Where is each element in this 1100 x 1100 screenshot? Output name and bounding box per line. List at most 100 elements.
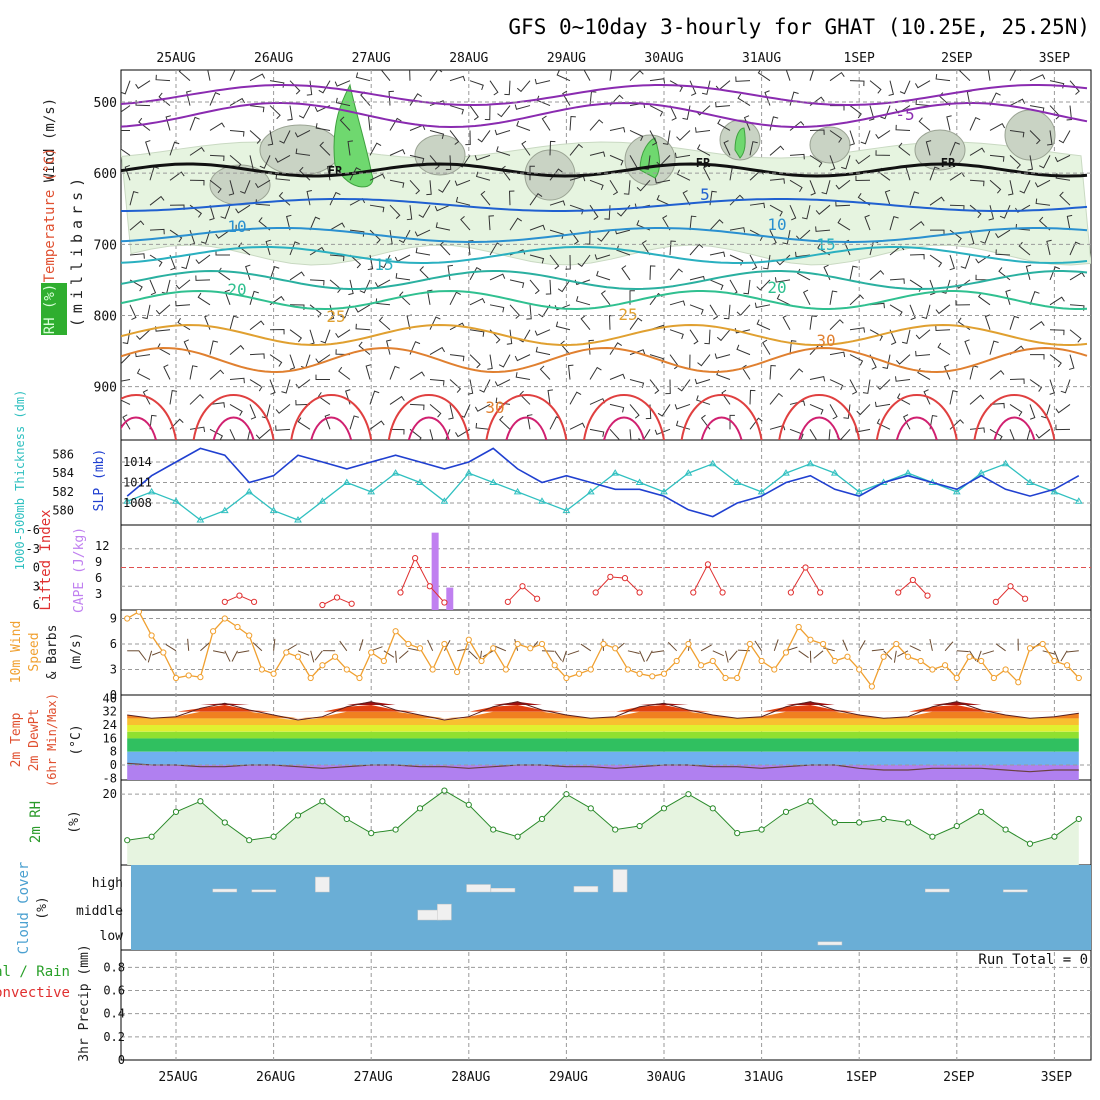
wind-barb [229, 315, 239, 330]
wind-barb [414, 229, 431, 237]
temp2m-ylabel-1: 2m Temp [9, 712, 24, 767]
wind10m-line-point [331, 653, 339, 660]
rh2m-line-point [148, 833, 155, 840]
wind10m-line-point [953, 674, 960, 682]
wind-barb [823, 264, 831, 281]
wind-barb [937, 342, 951, 356]
wind-barb [129, 253, 145, 259]
wind-barb [902, 414, 911, 430]
wind-barb [729, 279, 738, 295]
wind-barb [821, 180, 831, 195]
wind-barb [295, 148, 311, 156]
wind-barb [329, 279, 342, 293]
wind-barb [142, 304, 151, 320]
wind-barb [723, 140, 731, 156]
wind-barb [901, 329, 911, 344]
wind-barb [849, 327, 866, 333]
wind-barb [207, 70, 211, 81]
wind-barb [294, 130, 311, 138]
rh2m-ylabel: 2m RH [28, 801, 44, 843]
lifted-index-line [692, 563, 724, 593]
wind-barb [281, 379, 291, 394]
wind10m-barb [212, 650, 225, 654]
wind-barb [1054, 154, 1071, 163]
wind-barb [279, 130, 291, 144]
wind-barb [909, 191, 920, 206]
wind-barb [369, 229, 381, 244]
wind-barb [489, 80, 499, 96]
contour-5 [121, 198, 1088, 212]
wind10m-line-point [490, 645, 497, 652]
wind-barb [754, 302, 771, 309]
wind10m-barb [427, 639, 434, 652]
wind-barb [689, 329, 699, 345]
wind-barb [849, 80, 865, 87]
wind-barb [709, 219, 724, 231]
wind-barb [914, 80, 931, 89]
wind-barb [709, 190, 717, 206]
wind-barb [869, 80, 882, 94]
wind-barb [509, 217, 523, 231]
lifted-index-line-point [992, 598, 999, 605]
wind-barb [249, 353, 265, 359]
wind-barb [1049, 354, 1062, 368]
wind-barb [654, 178, 671, 184]
wind-barb [697, 354, 711, 367]
wind-barb [195, 275, 211, 281]
wind10m-line-point [807, 636, 814, 643]
wind10m-barb [443, 639, 451, 652]
wind10m-line-point [563, 674, 570, 682]
wind-barb [749, 389, 756, 405]
top-day-label: 3SEP [1039, 51, 1070, 66]
run-total-label: Run Total = 0 [978, 952, 1088, 968]
contour-35 [583, 394, 665, 440]
wind10m-line-point [246, 632, 253, 639]
wind-barb [484, 105, 491, 121]
wind-barb [177, 318, 191, 331]
upper-temp-ylabel: Temperature (°C) [42, 148, 58, 283]
wind-barb [1034, 179, 1051, 188]
wind10m-barb [231, 650, 238, 662]
wind-barb [959, 70, 971, 82]
wind-barb [309, 279, 325, 286]
wind-barb [547, 389, 553, 405]
temp-band [127, 711, 1079, 719]
wind-barb [521, 140, 531, 156]
rh2m-line-point [807, 798, 814, 805]
wind-barb [995, 249, 1011, 256]
thickness-line-point [1001, 459, 1010, 467]
wind-barb [654, 428, 671, 435]
contour-40 [603, 416, 645, 440]
wind-barb [743, 279, 751, 295]
wind10m-line-point [612, 645, 619, 652]
wind-barb [348, 279, 354, 296]
wind-barb [629, 404, 640, 419]
wind-barb [989, 428, 1003, 440]
wind-barb [469, 354, 481, 369]
wind-barb [930, 229, 945, 235]
wind-barb [229, 377, 245, 384]
wind-barb [837, 218, 851, 231]
wind-barb [589, 119, 604, 131]
wind-barb [535, 346, 551, 356]
wind-barb [429, 404, 442, 418]
rh2m-line-point [197, 798, 204, 805]
thickness-tick-label: 580 [52, 504, 74, 518]
thickness-line-point [757, 487, 766, 495]
wind-barb [209, 340, 219, 355]
wind-barb [534, 329, 551, 336]
wind-barb [860, 130, 871, 145]
cloud-bar [817, 941, 843, 946]
wind10m-barb [395, 650, 397, 663]
wind-barb [609, 180, 619, 196]
upper-wind-ylabel: Wind (m/s) [42, 98, 58, 182]
wind10m-line-point [880, 653, 887, 660]
lifted-index-line [595, 576, 640, 593]
rh2m-line-point [416, 805, 424, 812]
cape-bar [446, 587, 454, 610]
wind-barb [345, 389, 351, 405]
rh2m-units: (%) [67, 810, 82, 833]
wind-barb [506, 329, 513, 345]
wind10m-line-point [587, 666, 594, 673]
